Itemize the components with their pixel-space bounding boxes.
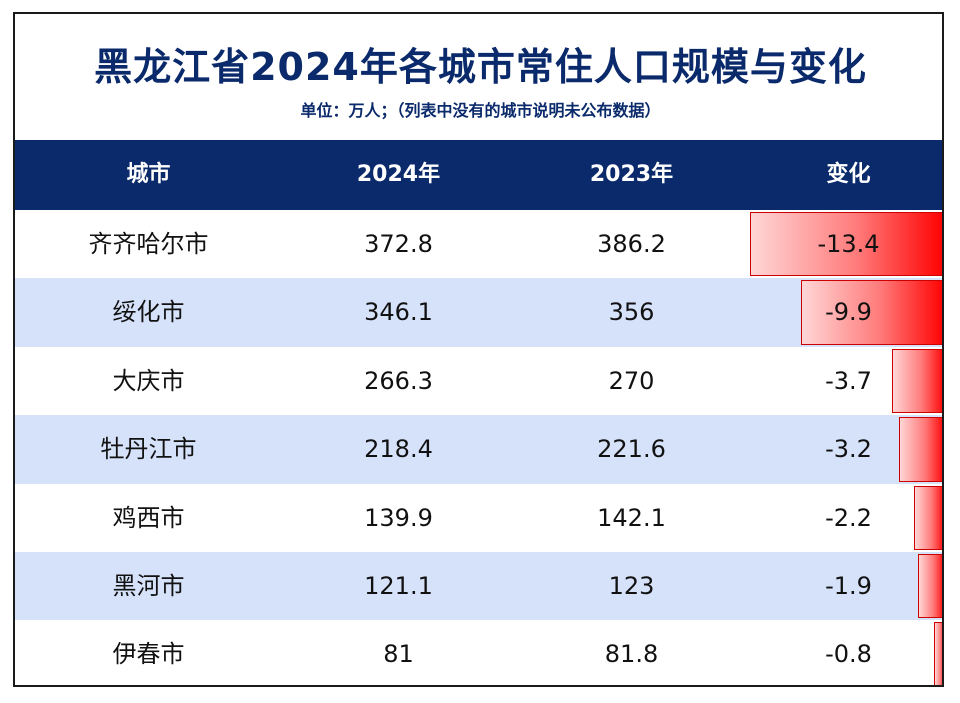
change-cell: -13.4 <box>817 230 880 258</box>
city-cell: 绥化市 <box>112 298 185 327</box>
header-change: 变化 <box>826 162 871 187</box>
value-2023-cell: 356 <box>608 298 655 327</box>
city-cell: 齐齐哈尔市 <box>88 230 209 258</box>
city-cell: 黑河市 <box>112 572 185 600</box>
table-row: 绥化市 346.1 356 -9.9 <box>15 278 942 347</box>
value-2023-cell: 386.2 <box>597 230 666 258</box>
table-row: 大庆市 266.3 270 -3.7 <box>15 346 942 416</box>
value-2023-cell: 221.6 <box>597 435 666 464</box>
value-2024-cell: 139.9 <box>364 503 433 532</box>
change-bar <box>918 554 942 619</box>
change-bar <box>913 485 942 550</box>
table-row: 齐齐哈尔市 372.8 386.2 -13.4 <box>15 210 942 279</box>
value-2023-cell: 270 <box>608 366 655 395</box>
header-2023: 2023年 <box>589 162 674 187</box>
city-cell: 大庆市 <box>112 366 185 395</box>
page-title: 黑龙江省2024年各城市常住人口规模与变化 <box>94 45 867 89</box>
value-2024-cell: 266.3 <box>364 366 433 395</box>
city-cell: 鸡西市 <box>112 503 185 532</box>
change-cell: -3.7 <box>825 366 872 395</box>
change-bar <box>750 212 942 277</box>
value-2024-cell: 372.8 <box>364 230 433 258</box>
value-2024-cell: 218.4 <box>364 435 433 464</box>
table-header: 城市 2024年 2023年 变化 <box>15 140 942 210</box>
change-bar <box>801 280 942 345</box>
change-cell: -1.9 <box>825 572 872 600</box>
value-2024-cell: 81 <box>383 640 414 669</box>
value-2023-cell: 142.1 <box>597 503 666 532</box>
value-2023-cell: 123 <box>608 572 655 600</box>
change-bar <box>891 348 942 414</box>
table-row: 伊春市 81 81.8 -0.8 <box>15 620 942 685</box>
header-city: 城市 <box>126 162 171 187</box>
change-bar <box>934 622 942 685</box>
table-frame: 黑龙江省2024年各城市常住人口规模与变化 单位：万人；（列表中没有的城市说明未… <box>13 12 944 687</box>
city-cell: 牡丹江市 <box>100 435 197 464</box>
page-subtitle: 单位：万人；（列表中没有的城市说明未公布数据） <box>300 101 661 120</box>
table-row: 鸡西市 139.9 142.1 -2.2 <box>15 483 942 552</box>
change-cell: -3.2 <box>825 435 872 464</box>
value-2024-cell: 121.1 <box>364 572 433 600</box>
table-row: 牡丹江市 218.4 221.6 -3.2 <box>15 415 942 484</box>
table-row: 黑河市 121.1 123 -1.9 <box>15 552 942 621</box>
city-cell: 伊春市 <box>112 640 185 669</box>
change-cell: -2.2 <box>825 503 872 532</box>
value-2024-cell: 346.1 <box>364 298 433 327</box>
change-bar <box>899 417 942 482</box>
value-2023-cell: 81.8 <box>604 640 659 669</box>
change-cell: -9.9 <box>825 298 872 327</box>
change-cell: -0.8 <box>825 640 872 669</box>
header-2024: 2024年 <box>356 162 441 187</box>
